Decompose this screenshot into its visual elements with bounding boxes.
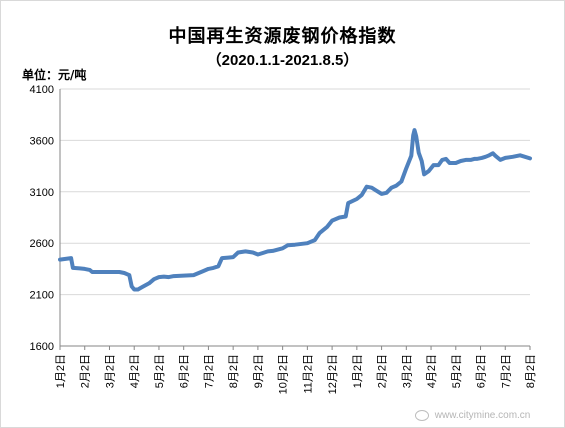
x-tick-label: 8月2日 [228, 354, 240, 388]
axes [59, 89, 531, 350]
y-tick-label: 1600 [30, 341, 54, 353]
x-tick-label: 4月2日 [426, 354, 438, 388]
watermark-text: www.citymine.com.cn [434, 410, 531, 422]
y-tick-label: 2600 [30, 238, 54, 250]
x-tick-label: 6月2日 [179, 354, 191, 388]
grid-lines [60, 88, 530, 347]
series-line-0 [58, 128, 532, 292]
x-tick-label: 6月2日 [476, 354, 488, 388]
y-tick-label: 3600 [30, 135, 54, 147]
x-tick-label: 2月2日 [377, 354, 389, 388]
x-tick-label: 2月2日 [80, 354, 92, 388]
x-tick-label: 7月2日 [203, 354, 215, 388]
x-tick-label: 4月2日 [129, 354, 141, 388]
y-tick-label: 3100 [30, 187, 54, 199]
x-tick-label: 9月2日 [253, 354, 265, 388]
x-tick-label: 11月2日 [302, 354, 314, 394]
x-tick-label: 8月2日 [525, 354, 537, 388]
x-tick-label: 3月2日 [104, 354, 116, 388]
x-tick-label: 7月2日 [500, 354, 512, 388]
y-tick-label: 2100 [30, 290, 54, 302]
x-tick-label: 1月2日 [352, 354, 364, 388]
series-lines [58, 128, 532, 292]
x-tick-label: 12月2日 [327, 354, 339, 394]
y-tick-label: 4100 [30, 84, 54, 96]
chart-subtitle: （2020.1.1-2021.8.5） [206, 52, 359, 69]
x-axis-tick-labels: 1月2日 2月2日 3月2日 4月2日 5月2日 6月2日 7月2日 8月2日 9月2日 10月2… [55, 354, 537, 394]
y-axis-tick-labels: 4100 3600 3100 2600 2100 1600 [30, 84, 54, 353]
x-tick-label: 1月2日 [55, 354, 67, 388]
x-tick-label: 3月2日 [401, 354, 413, 388]
citymine-logo-icon [415, 410, 429, 421]
x-tick-label: 5月2日 [154, 354, 166, 388]
x-tick-label: 5月2日 [451, 354, 463, 388]
chart-title: 中国再生资源废钢价格指数 [168, 26, 397, 47]
watermark: www.citymine.com.cn [415, 410, 530, 421]
y-axis-unit-label: 单位：元/吨 [22, 68, 87, 82]
x-tick-label: 10月2日 [278, 354, 290, 394]
